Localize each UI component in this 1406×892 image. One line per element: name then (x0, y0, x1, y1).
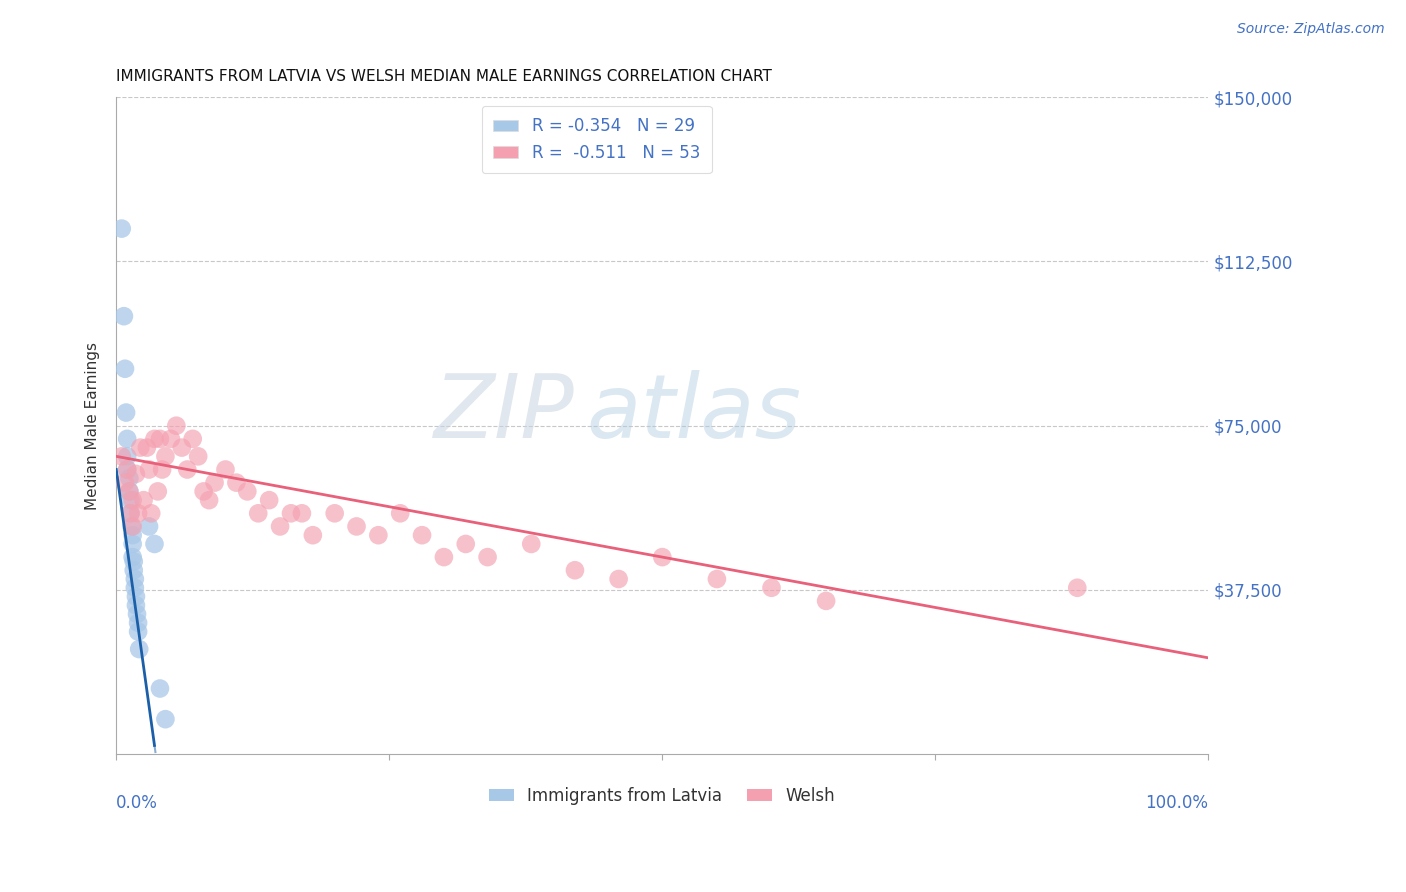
Text: IMMIGRANTS FROM LATVIA VS WELSH MEDIAN MALE EARNINGS CORRELATION CHART: IMMIGRANTS FROM LATVIA VS WELSH MEDIAN M… (117, 69, 772, 84)
Point (121, 550, 143, 565)
Point (149, 681, 172, 696)
Point (143, 537, 166, 551)
Point (257, 493, 280, 508)
Point (132, 493, 155, 508)
Point (115, 462, 138, 476)
Point (121, 493, 143, 508)
Point (280, 506, 302, 520)
Point (193, 484, 215, 499)
Point (114, 361, 136, 376)
Point (120, 506, 142, 520)
Point (128, 642, 150, 657)
Point (225, 475, 247, 490)
Point (651, 550, 673, 565)
Legend: Immigrants from Latvia, Welsh: Immigrants from Latvia, Welsh (482, 780, 842, 812)
Point (135, 441, 157, 455)
Point (389, 506, 412, 520)
Point (520, 537, 543, 551)
Point (160, 432, 183, 446)
Point (433, 550, 456, 565)
Point (127, 506, 149, 520)
Point (129, 441, 152, 455)
Point (122, 563, 145, 577)
Point (291, 506, 314, 520)
Point (124, 572, 146, 586)
Point (477, 550, 499, 565)
Point (118, 484, 141, 499)
Point (269, 519, 291, 533)
Point (121, 537, 143, 551)
Point (323, 506, 346, 520)
Point (564, 563, 586, 577)
Point (141, 506, 163, 520)
Point (187, 450, 209, 464)
Point (454, 537, 477, 551)
Point (115, 450, 138, 464)
Point (198, 493, 221, 508)
Point (706, 572, 728, 586)
Point (214, 462, 236, 476)
Text: 0.0%: 0.0% (117, 794, 157, 812)
Point (761, 581, 783, 595)
Point (121, 519, 143, 533)
Point (118, 471, 141, 485)
Point (125, 599, 148, 613)
Point (204, 475, 226, 490)
Point (111, 221, 134, 235)
Point (121, 528, 143, 542)
Point (165, 418, 187, 433)
Point (122, 554, 145, 568)
Point (815, 594, 838, 608)
Text: ZIP: ZIP (434, 369, 575, 456)
Point (120, 506, 142, 520)
Point (176, 462, 198, 476)
Point (125, 467, 148, 481)
Point (146, 484, 169, 499)
Point (115, 462, 138, 476)
Point (124, 581, 146, 595)
Point (143, 432, 166, 446)
Point (118, 484, 141, 499)
Point (127, 624, 149, 639)
Point (607, 572, 630, 586)
Point (149, 432, 172, 446)
Point (115, 432, 138, 446)
Point (138, 519, 160, 533)
Point (1066, 581, 1088, 595)
Text: Source: ZipAtlas.com: Source: ZipAtlas.com (1237, 22, 1385, 37)
Point (155, 712, 177, 726)
Point (346, 519, 368, 533)
Point (138, 462, 160, 476)
Point (112, 309, 135, 323)
Point (236, 484, 259, 499)
Point (411, 528, 433, 542)
Point (125, 607, 148, 621)
Point (155, 450, 177, 464)
Point (114, 475, 136, 490)
Point (302, 528, 325, 542)
Point (121, 519, 143, 533)
Text: 100.0%: 100.0% (1146, 794, 1208, 812)
Point (170, 441, 193, 455)
Point (115, 406, 138, 420)
Point (125, 590, 148, 604)
Point (111, 450, 134, 464)
Y-axis label: Median Male Earnings: Median Male Earnings (86, 342, 100, 509)
Point (367, 528, 389, 542)
Text: atlas: atlas (586, 369, 801, 456)
Point (120, 493, 142, 508)
Point (247, 506, 270, 520)
Point (181, 432, 204, 446)
Point (127, 615, 149, 630)
Point (150, 462, 173, 476)
